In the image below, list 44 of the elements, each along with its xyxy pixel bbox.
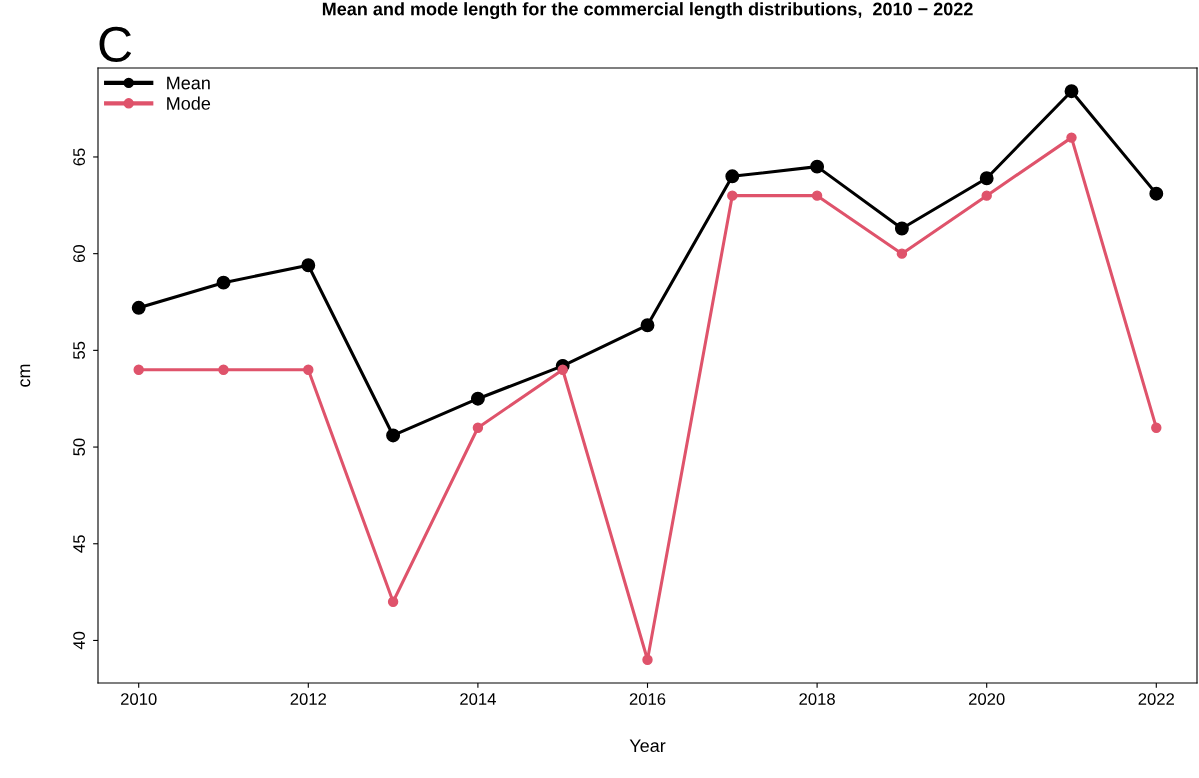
point	[725, 169, 740, 184]
y-tick-label: 55	[73, 341, 85, 359]
point	[810, 159, 825, 174]
y-tick-label: 60	[73, 245, 85, 263]
chart-title: Mean and mode length for the commercial length distributions, 2010 − 2022	[322, 2, 973, 20]
point	[557, 364, 568, 375]
point	[1064, 84, 1079, 99]
point	[387, 596, 399, 607]
text: C	[99, 26, 132, 63]
y-tick-label: 40	[73, 631, 85, 650]
y-axis-title: cm	[20, 364, 31, 387]
x-axis-title: Year	[629, 739, 666, 753]
y-tick-label: 50	[73, 438, 85, 456]
point	[1149, 186, 1164, 201]
point	[386, 428, 401, 443]
y-tick-label: 45	[73, 535, 85, 553]
point	[133, 364, 144, 375]
point	[470, 391, 485, 406]
point	[642, 654, 653, 666]
x-tick-label: 2012	[290, 693, 327, 705]
point	[216, 275, 231, 290]
point	[981, 190, 992, 201]
x-tick-label: 2020	[969, 693, 1005, 705]
point	[896, 248, 908, 259]
x-tick-label: 2022	[1138, 693, 1174, 705]
point	[131, 300, 146, 315]
y-tick-label: 65	[73, 148, 85, 166]
point	[727, 190, 738, 201]
legend-label: Mode	[167, 96, 211, 110]
point	[979, 171, 994, 186]
point	[811, 190, 823, 201]
x-tick-label: 2016	[629, 693, 666, 705]
point	[640, 318, 655, 333]
x-tick-label: 2018	[799, 693, 835, 705]
point	[1066, 132, 1077, 143]
x-tick-label: 2014	[460, 693, 496, 705]
point	[472, 422, 484, 433]
x-tick-label: 2010	[121, 693, 157, 705]
legend-label: Mean	[167, 76, 210, 90]
point	[301, 258, 316, 273]
point	[303, 364, 314, 375]
point	[1151, 422, 1162, 433]
point	[894, 221, 909, 236]
point	[218, 364, 229, 375]
